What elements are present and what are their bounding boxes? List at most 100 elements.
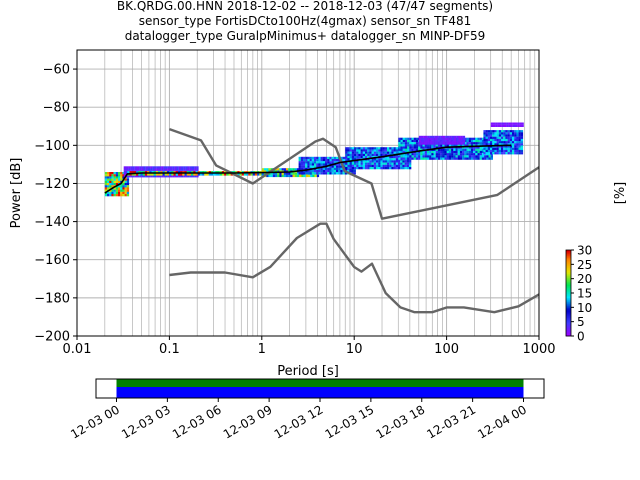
timeline-tick-label: 12-03 21	[424, 402, 478, 441]
density-cell	[411, 148, 414, 151]
density-cell	[182, 173, 185, 176]
density-cell	[413, 142, 416, 145]
density-cell	[264, 170, 267, 173]
density-cell	[492, 124, 496, 127]
density-cell	[492, 143, 495, 146]
density-cell	[466, 150, 469, 154]
density-cell	[487, 130, 491, 133]
density-cell	[402, 142, 405, 145]
density-cell	[486, 155, 489, 158]
density-cell	[122, 172, 125, 175]
density-cell	[462, 153, 465, 156]
density-cell	[327, 172, 330, 175]
density-cell	[454, 138, 457, 141]
density-cell	[380, 151, 383, 154]
density-cell	[494, 143, 497, 146]
density-cell	[360, 156, 363, 159]
x-tick-label: 100	[434, 342, 459, 357]
density-cell	[466, 148, 469, 151]
density-cell	[490, 143, 493, 146]
density-cell	[254, 173, 258, 176]
density-cell	[122, 185, 125, 188]
density-cell	[336, 163, 339, 166]
density-cell	[509, 147, 513, 150]
density-cell	[384, 167, 388, 170]
density-cell	[468, 148, 471, 151]
density-cell	[413, 155, 416, 158]
density-cell	[426, 150, 430, 154]
density-cell	[398, 148, 401, 151]
density-cell	[362, 151, 366, 154]
density-cell	[333, 170, 337, 173]
density-cell	[380, 160, 383, 163]
density-cell	[113, 189, 116, 192]
density-cell	[202, 173, 205, 176]
density-cell	[257, 173, 260, 176]
density-cell	[180, 168, 184, 171]
density-cell	[475, 146, 478, 149]
density-cell	[221, 173, 225, 176]
density-cell	[393, 156, 396, 159]
density-cell	[378, 151, 381, 154]
density-cell	[347, 162, 350, 165]
density-cell	[345, 153, 348, 157]
density-cell	[120, 189, 123, 192]
density-cell	[518, 141, 521, 144]
density-cell	[120, 176, 123, 179]
density-cell	[139, 175, 142, 178]
density-cell	[150, 168, 153, 171]
density-cell	[275, 174, 278, 178]
density-cell	[351, 156, 355, 159]
density-cell	[109, 183, 112, 186]
density-cell	[213, 173, 216, 176]
density-cell	[492, 122, 496, 125]
density-cell	[393, 147, 396, 150]
density-cell	[333, 172, 337, 175]
colorbar-swatch	[566, 302, 571, 305]
density-cell	[409, 139, 412, 143]
density-cell	[347, 156, 350, 159]
density-cell	[292, 168, 295, 171]
density-cell	[174, 166, 177, 169]
density-cell	[475, 139, 478, 143]
density-cell	[393, 160, 396, 163]
density-cell	[384, 164, 388, 168]
density-cell	[169, 166, 173, 169]
density-cell	[380, 147, 383, 150]
density-cell	[481, 155, 485, 158]
density-cell	[300, 167, 304, 171]
density-cell	[409, 157, 412, 160]
density-cell	[470, 148, 474, 151]
density-cell	[347, 151, 350, 154]
density-cell	[351, 167, 355, 170]
density-cell	[217, 173, 220, 176]
colorbar-swatch	[566, 278, 571, 281]
density-cell	[373, 158, 377, 161]
density-cell	[154, 175, 157, 178]
density-cell	[309, 156, 312, 160]
density-cell	[283, 174, 287, 178]
density-cell	[358, 160, 361, 163]
timeline-tick-label: 12-03 09	[221, 402, 275, 441]
density-cell	[431, 155, 434, 158]
density-cell	[431, 144, 434, 147]
density-cell	[429, 155, 432, 158]
density-cell	[462, 157, 465, 160]
density-cell	[298, 167, 301, 171]
density-cell	[136, 166, 140, 169]
density-cell	[451, 138, 455, 141]
density-cell	[442, 144, 445, 147]
density-cell	[382, 160, 385, 163]
density-cell	[404, 157, 408, 160]
density-cell	[115, 183, 119, 186]
density-cell	[131, 173, 134, 176]
density-cell	[481, 153, 485, 156]
density-cell	[395, 149, 399, 152]
density-cell	[442, 153, 445, 156]
density-cell	[400, 137, 403, 140]
density-cell	[391, 156, 394, 159]
density-cell	[462, 142, 466, 145]
density-cell	[342, 172, 345, 175]
density-cell	[133, 173, 137, 176]
density-cell	[448, 148, 452, 151]
